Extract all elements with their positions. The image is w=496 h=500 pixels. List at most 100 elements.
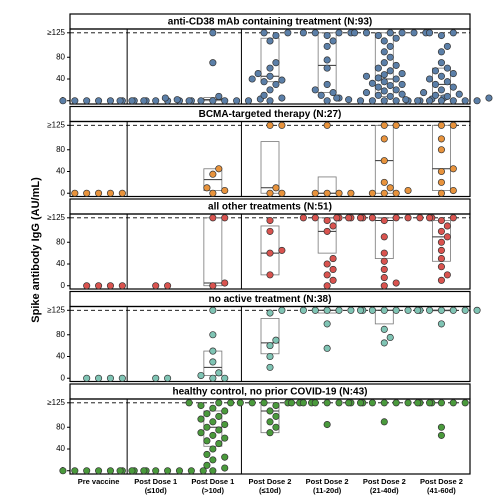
data-point (272, 412, 280, 420)
data-point (425, 29, 434, 37)
data-point (203, 184, 211, 192)
data-point (437, 306, 445, 314)
data-point (209, 358, 217, 366)
data-point (437, 246, 445, 254)
data-point (455, 90, 463, 98)
data-point (449, 121, 457, 129)
data-point (260, 91, 268, 99)
data-point (386, 67, 394, 75)
data-point (404, 399, 412, 407)
data-point (118, 374, 126, 382)
data-point (380, 399, 388, 407)
x-tick-label: (21-40d) (370, 486, 399, 495)
data-point (335, 29, 343, 37)
y-tick-label: 0 (61, 373, 66, 382)
data-point (83, 467, 91, 475)
data-point (244, 97, 253, 105)
data-point (386, 53, 394, 61)
data-point (266, 249, 274, 257)
strip-title: anti-CD38 mAb containing treatment (N:93… (168, 17, 372, 28)
data-point (329, 276, 337, 284)
data-point (329, 255, 337, 263)
data-point (215, 369, 223, 377)
data-point (215, 399, 223, 407)
data-point (437, 167, 445, 176)
data-point (299, 399, 307, 407)
data-point (386, 92, 394, 100)
data-point (323, 97, 331, 105)
data-point (106, 374, 115, 382)
data-point (299, 306, 307, 314)
data-point (368, 214, 376, 222)
data-point (106, 467, 115, 475)
data-point (311, 399, 319, 407)
data-point (209, 445, 217, 453)
data-point (347, 306, 355, 314)
data-point (317, 91, 325, 99)
data-point (272, 336, 280, 344)
data-point (266, 72, 274, 80)
data-point (203, 461, 211, 469)
data-point (449, 29, 457, 37)
data-point (437, 97, 445, 105)
data-point (209, 374, 217, 382)
data-point (404, 306, 412, 314)
data-point (209, 97, 217, 105)
data-point (152, 282, 160, 290)
data-point (299, 29, 307, 37)
data-point (431, 67, 440, 75)
data-point (437, 135, 445, 143)
data-point (175, 467, 184, 475)
data-point (272, 423, 280, 431)
data-point (260, 78, 268, 86)
data-point (404, 186, 412, 195)
x-tick-label: Post Dose 2 (420, 477, 463, 486)
data-point (380, 59, 388, 67)
data-point (425, 97, 434, 105)
data-point (266, 271, 274, 279)
x-tick-label: Post Dose 2 (306, 477, 349, 486)
data-point (374, 74, 382, 82)
data-point (209, 456, 217, 464)
data-point (209, 467, 217, 475)
data-point (425, 306, 434, 314)
data-point (266, 342, 274, 350)
data-point (209, 331, 217, 339)
y-tick-label: 40 (56, 444, 65, 453)
data-point (221, 214, 229, 222)
x-tick-label: (>10d) (202, 486, 225, 495)
data-point (329, 222, 337, 230)
data-point (437, 423, 445, 431)
panel-frame (69, 213, 471, 290)
data-point (449, 399, 457, 407)
data-point (215, 440, 223, 448)
y-tick-label: ≥125 (47, 305, 65, 314)
x-tick-label: (11-20d) (313, 486, 342, 495)
data-point (140, 467, 148, 475)
data-point (221, 420, 229, 429)
data-point (221, 97, 229, 105)
data-point (398, 90, 406, 98)
data-point (443, 222, 451, 230)
data-point (374, 91, 382, 99)
data-point (203, 450, 211, 458)
y-tick-label: 0 (61, 281, 66, 290)
data-point (380, 87, 388, 95)
data-point (380, 189, 388, 197)
data-point (227, 399, 235, 407)
data-point (335, 189, 343, 197)
data-point (323, 271, 331, 279)
data-point (380, 306, 388, 314)
data-point (362, 89, 371, 97)
data-point (287, 399, 296, 407)
y-tick-label: 40 (56, 352, 65, 361)
data-point (311, 189, 319, 197)
data-point (410, 29, 418, 37)
data-point (392, 97, 400, 105)
data-point (323, 306, 331, 314)
data-point (311, 214, 319, 222)
data-point (266, 418, 274, 426)
data-point (272, 401, 280, 410)
data-point (392, 399, 400, 407)
data-point (368, 97, 376, 105)
